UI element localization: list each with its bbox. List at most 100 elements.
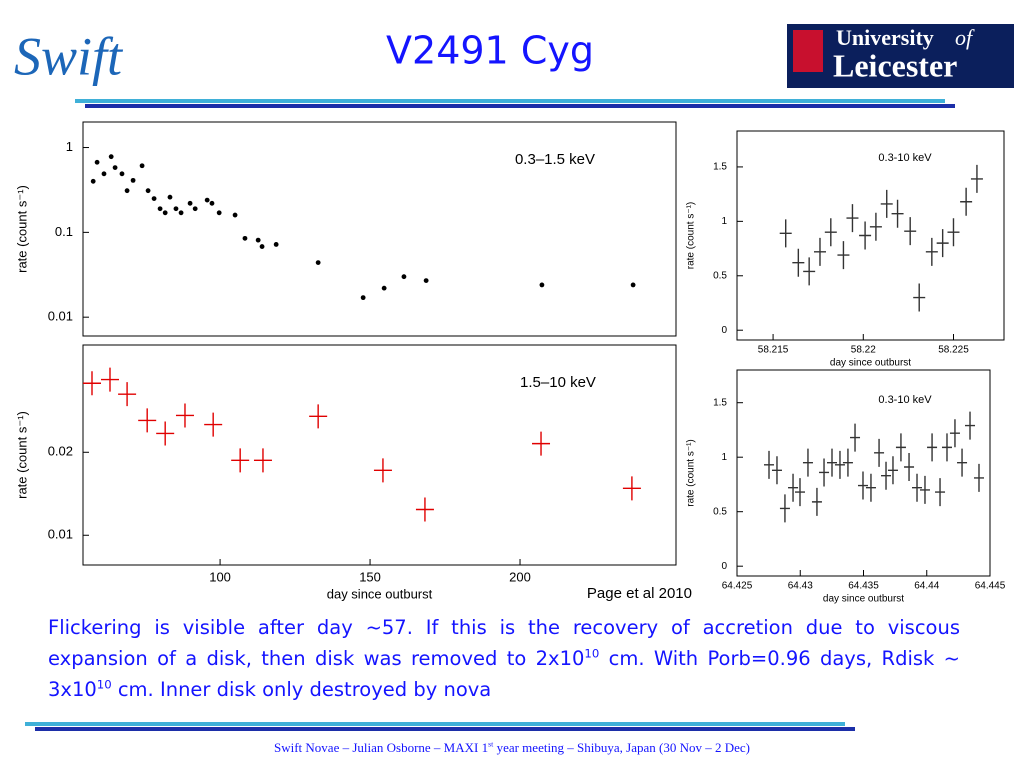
point [813, 237, 826, 266]
point [973, 463, 984, 492]
body-text: Flickering is visible after day ~57. If … [48, 612, 960, 705]
rule [25, 722, 845, 726]
point [895, 433, 906, 462]
point [865, 473, 876, 502]
x-axis-label: day since outburst [823, 594, 904, 605]
point [957, 448, 968, 477]
annotation: 0.3–1.5 keV [515, 151, 595, 168]
point [970, 164, 983, 193]
point [824, 218, 837, 247]
plot-frame [736, 130, 1005, 341]
point [151, 196, 157, 202]
point [108, 154, 114, 160]
point [259, 244, 265, 249]
text: year meeting – Shibuya, Japan (30 Nov – … [493, 740, 750, 755]
annotation: 0.3-10 keV [878, 152, 932, 164]
point [842, 448, 853, 477]
point [802, 448, 813, 477]
x-tick-label: 100 [209, 569, 231, 584]
point [381, 285, 387, 291]
point [771, 456, 782, 485]
logo-line1: University [836, 25, 934, 50]
superscript: 10 [96, 677, 112, 692]
point [360, 295, 366, 301]
point [216, 210, 222, 216]
superscript: st [488, 739, 494, 749]
point [178, 210, 184, 216]
point [887, 456, 898, 485]
point [94, 159, 100, 165]
point [764, 450, 775, 479]
point [157, 206, 163, 212]
point [935, 478, 946, 507]
y-tick-label: 1.5 [713, 397, 727, 408]
point [162, 210, 168, 216]
point [936, 229, 949, 258]
y-axis-label: rate (count s⁻¹) [686, 439, 697, 507]
x-axis-label: day since outburst [830, 358, 911, 369]
point [792, 248, 805, 277]
point [167, 194, 173, 200]
point [253, 448, 272, 473]
point [904, 217, 917, 246]
y-tick-label: 0.1 [55, 224, 73, 239]
swift-logo: Swift [14, 26, 124, 86]
point [960, 187, 973, 216]
annotation: 1.5–10 keV [520, 374, 596, 391]
point [532, 431, 551, 456]
plot-frame [82, 121, 677, 337]
point [138, 408, 157, 433]
credit: Page et al 2010 [587, 585, 692, 602]
point [156, 421, 175, 446]
point [209, 200, 215, 206]
point [82, 371, 101, 396]
rule [35, 727, 855, 731]
point [827, 448, 838, 477]
y-tick-label: 1 [721, 216, 727, 227]
logo-of: of [955, 25, 975, 50]
point [869, 212, 882, 241]
y-tick-label: 0 [721, 325, 727, 336]
point [90, 178, 96, 184]
point [891, 199, 904, 228]
point [130, 177, 136, 183]
point [803, 257, 816, 286]
y-tick-label: 1 [721, 452, 727, 463]
footer: Swift Novae – Julian Osborne – MAXI 1st … [0, 740, 1024, 756]
point [788, 473, 799, 502]
point [401, 274, 407, 280]
point [913, 283, 926, 312]
x-tick-label: 64.435 [848, 581, 879, 592]
y-tick-label: 0.5 [713, 270, 727, 281]
text: Swift Novae – Julian Osborne – MAXI 1 [273, 740, 489, 755]
x-tick-label: 150 [359, 569, 381, 584]
point [539, 282, 545, 288]
point [850, 423, 861, 452]
x-tick-label: 64.43 [788, 581, 813, 592]
point [423, 278, 429, 283]
point [811, 487, 822, 516]
text: Flickering is visible after day ~57. If … [48, 616, 960, 670]
point [925, 237, 938, 266]
point [124, 188, 130, 194]
point [373, 458, 392, 483]
text: cm. Inner disk only destroyed by nova [111, 678, 492, 701]
plot-frame [82, 344, 677, 566]
leicester-logo [787, 24, 1014, 88]
point [846, 204, 859, 233]
x-tick-label: 200 [509, 569, 531, 584]
point [880, 189, 893, 218]
x-tick-label: 64.425 [722, 581, 753, 592]
y-tick-label: 0 [721, 561, 727, 572]
y-axis-label: rate (count s⁻¹) [686, 202, 697, 270]
x-tick-label: 58.215 [758, 345, 789, 356]
point [965, 411, 976, 440]
x-axis-label: day since outburst [327, 586, 433, 601]
point [118, 382, 137, 407]
point [919, 475, 930, 504]
point [904, 453, 915, 482]
y-tick-label: 0.01 [48, 527, 73, 542]
point [415, 497, 434, 522]
point [145, 188, 151, 194]
